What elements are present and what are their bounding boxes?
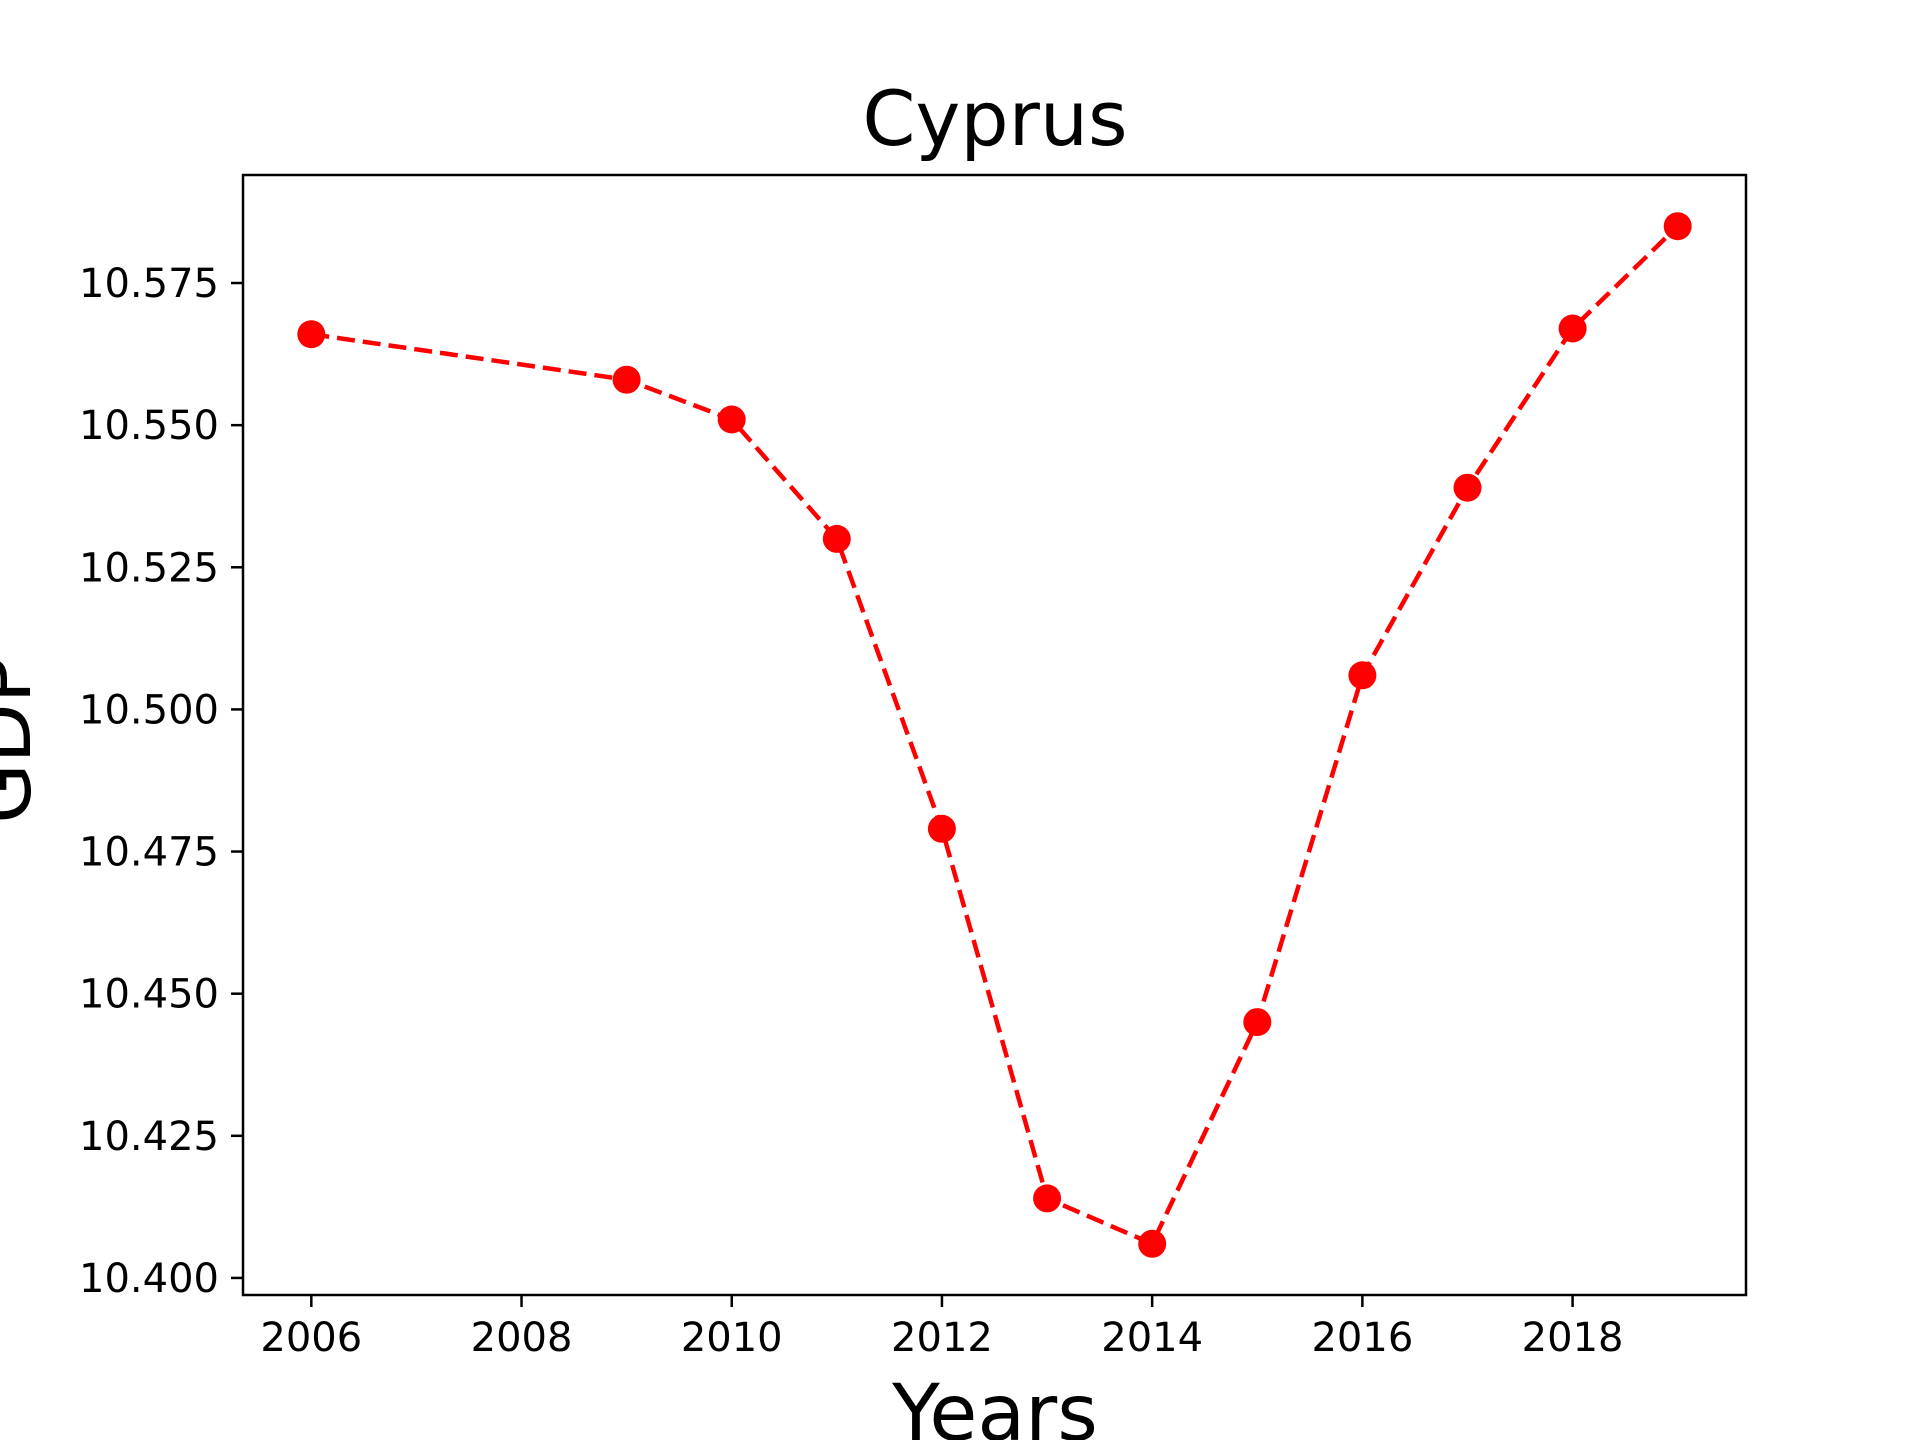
chart-title: Cyprus (862, 74, 1127, 163)
data-point (297, 320, 326, 349)
y-tick-label: 10.450 (79, 972, 219, 1018)
data-point (717, 405, 746, 434)
data-point (822, 524, 851, 553)
data-point (927, 814, 956, 843)
data-point (1453, 473, 1482, 502)
data-point (1243, 1008, 1272, 1037)
x-tick-label: 2012 (891, 1315, 993, 1361)
y-tick-label: 10.550 (79, 403, 219, 449)
data-point (1138, 1229, 1167, 1258)
x-tick-label: 2008 (471, 1315, 573, 1361)
y-tick-label: 10.425 (79, 1114, 219, 1160)
y-tick-label: 10.575 (79, 261, 219, 307)
y-tick-label: 10.400 (79, 1256, 219, 1302)
data-point (1663, 212, 1692, 241)
y-tick-label: 10.500 (79, 687, 219, 733)
y-axis: 10.400 10.425 10.450 10.475 10.500 10.525 10.5… (79, 261, 243, 1302)
plot-area-frame (241, 173, 1748, 1297)
x-tick-label: 2006 (260, 1315, 362, 1361)
series-layer (297, 212, 1692, 1258)
data-point (1033, 1184, 1062, 1213)
series-line (310, 224, 1680, 1247)
y-axis-label: GDP (0, 656, 49, 824)
y-tick-label: 10.475 (79, 830, 219, 876)
data-point (1348, 661, 1377, 690)
x-tick-label: 2016 (1311, 1315, 1413, 1361)
x-tick-label: 2018 (1522, 1315, 1624, 1361)
x-tick-label: 2010 (681, 1315, 783, 1361)
data-point (612, 365, 641, 394)
x-tick-label: 2014 (1101, 1315, 1203, 1361)
y-tick-label: 10.525 (79, 545, 219, 591)
data-point (1558, 314, 1587, 343)
x-axis-label: Years (891, 1369, 1098, 1440)
x-axis: 2006 2008 2010 2012 2014 2016 2018 (260, 1295, 1623, 1361)
